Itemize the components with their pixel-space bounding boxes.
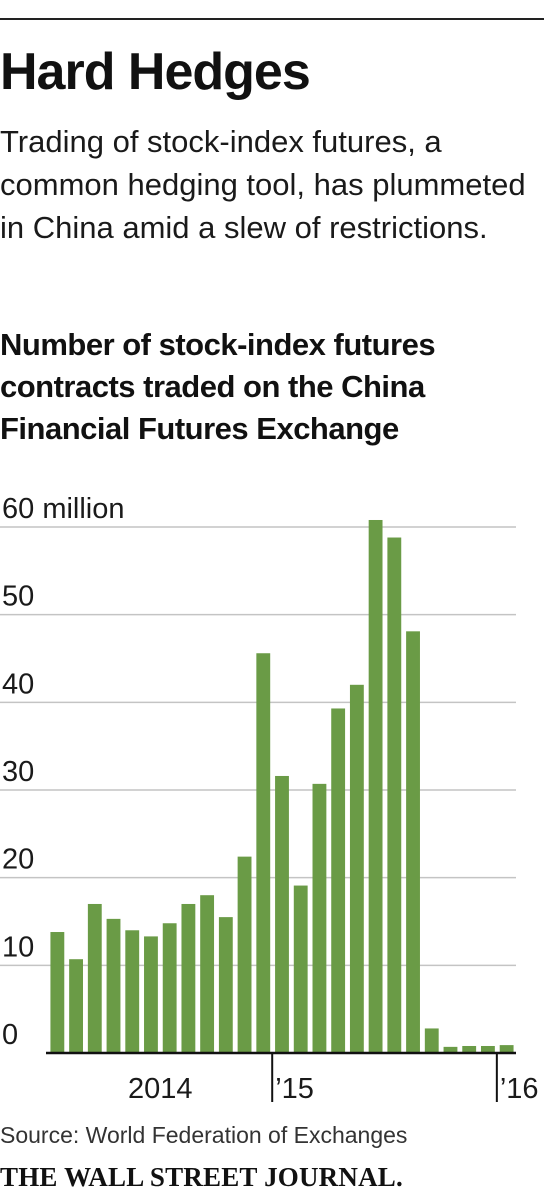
bar <box>349 684 364 1053</box>
wsj-logo: THE WALL STREET JOURNAL. <box>0 1162 403 1192</box>
y-tick-label: 50 <box>2 581 34 613</box>
bar <box>406 631 420 1053</box>
x-axis: 2014 ’15 ’16 <box>46 1051 539 1105</box>
top-rule <box>0 18 544 20</box>
bar <box>87 903 102 1053</box>
headline: Hard Hedges <box>0 43 311 101</box>
bar <box>424 1028 439 1053</box>
bar <box>256 653 271 1053</box>
bar <box>293 885 308 1053</box>
bars <box>50 519 514 1053</box>
bar <box>275 775 289 1053</box>
x-tick-label: ’15 <box>275 1073 314 1105</box>
bar <box>144 936 158 1053</box>
dek-text: Trading of stock-index futures, a common… <box>0 124 526 245</box>
bar <box>443 1046 458 1053</box>
bar <box>480 1045 495 1053</box>
bar <box>499 1045 514 1053</box>
bar <box>331 708 346 1053</box>
bar <box>50 932 65 1053</box>
bar <box>125 930 140 1053</box>
bar <box>200 895 215 1053</box>
y-tick-label: 30 <box>2 756 34 788</box>
y-tick-label: 0 <box>2 1019 18 1051</box>
bar <box>181 903 196 1053</box>
bar <box>69 959 83 1053</box>
y-tick-label: 60 million <box>2 493 125 525</box>
source-note: Source: World Federation of Exchanges <box>0 1122 408 1148</box>
bar <box>106 918 121 1053</box>
bar-chart: 0 10 20 30 40 50 60 million 2014 ’15 ’16 <box>0 493 539 1105</box>
bar <box>312 783 327 1053</box>
y-axis-labels: 0 10 20 30 40 50 60 million <box>2 493 125 1051</box>
x-tick-label: 2014 <box>128 1073 193 1105</box>
y-tick-label: 40 <box>2 668 34 700</box>
chart-title: Number of stock-index futures contracts … <box>0 327 436 446</box>
x-tick-label: ’16 <box>500 1073 539 1105</box>
bar <box>368 519 383 1053</box>
bar <box>462 1045 477 1053</box>
bar <box>162 923 177 1053</box>
bar <box>218 917 233 1053</box>
bar <box>387 537 402 1053</box>
bar <box>237 856 252 1053</box>
y-tick-label: 20 <box>2 844 34 876</box>
y-tick-label: 10 <box>2 931 34 963</box>
